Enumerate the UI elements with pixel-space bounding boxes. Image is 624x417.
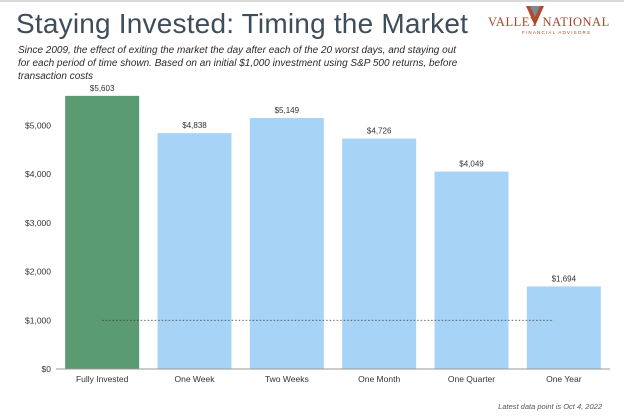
chart-title: Staying Invested: Timing the Market bbox=[16, 8, 469, 39]
top-rule bbox=[0, 0, 624, 2]
bar-value-label: $1,694 bbox=[552, 274, 577, 283]
y-tick-label: $1,000 bbox=[25, 315, 51, 325]
y-tick-label: $5,000 bbox=[25, 120, 51, 130]
x-tick-label: Two Weeks bbox=[265, 374, 309, 384]
y-tick-label: $2,000 bbox=[25, 267, 51, 277]
bar bbox=[526, 286, 601, 369]
valley-national-logo: VALLEY NATIONAL FINANCIAL ADVISORS bbox=[488, 6, 618, 38]
logo-chevron-icon bbox=[526, 6, 544, 26]
y-tick-label: $0 bbox=[42, 364, 52, 374]
bar-value-label: $5,603 bbox=[90, 84, 115, 93]
bar bbox=[249, 117, 324, 369]
chart-subtitle: Since 2009, the effect of exiting the ma… bbox=[18, 45, 458, 82]
bar-value-label: $5,149 bbox=[275, 106, 300, 115]
x-tick-label: Fully Invested bbox=[76, 374, 129, 384]
bar-value-label: $4,726 bbox=[367, 127, 392, 136]
x-tick-label: One Quarter bbox=[448, 374, 495, 384]
logo-name: VALLEY NATIONAL bbox=[488, 15, 610, 29]
y-tick-label: $3,000 bbox=[25, 218, 51, 228]
logo-tagline: FINANCIAL ADVISORS bbox=[522, 30, 592, 35]
bar bbox=[157, 133, 232, 369]
bar-value-label: $4,049 bbox=[459, 160, 484, 169]
bar-value-label: $4,838 bbox=[182, 121, 207, 130]
bar bbox=[434, 171, 509, 369]
x-tick-label: One Month bbox=[358, 374, 400, 384]
bar bbox=[65, 95, 140, 369]
footnote: Latest data point is Oct 4, 2022 bbox=[498, 402, 602, 411]
x-tick-label: One Year bbox=[546, 374, 582, 384]
bar bbox=[342, 138, 417, 369]
x-tick-label: One Week bbox=[174, 374, 215, 384]
y-tick-label: $4,000 bbox=[25, 169, 51, 179]
